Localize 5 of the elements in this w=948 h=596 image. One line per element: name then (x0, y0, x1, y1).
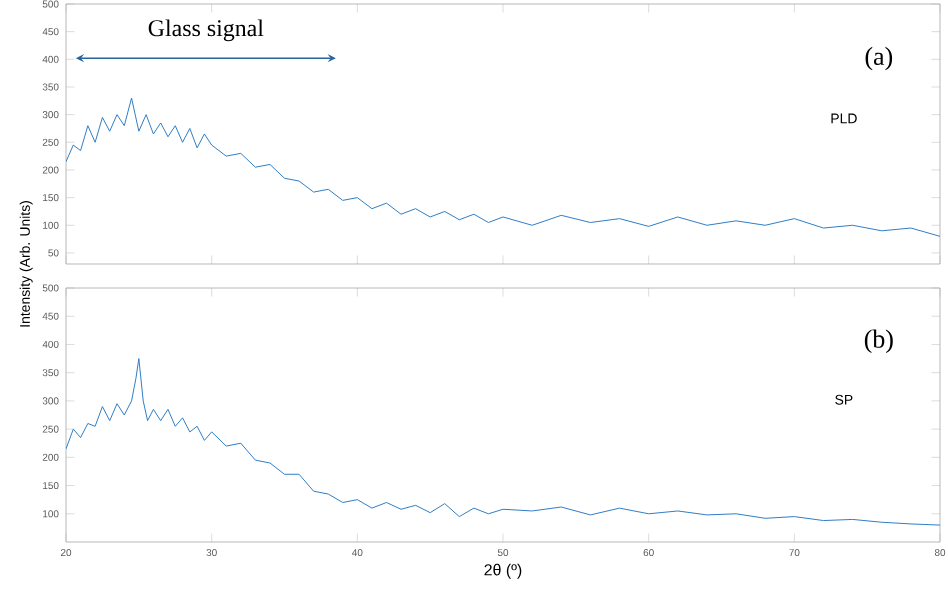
annotation: (a) (865, 46, 893, 71)
line-series (66, 358, 941, 526)
annotation: Glass signal (148, 19, 264, 42)
line-series (66, 97, 941, 237)
annotation: (b) (864, 329, 893, 354)
